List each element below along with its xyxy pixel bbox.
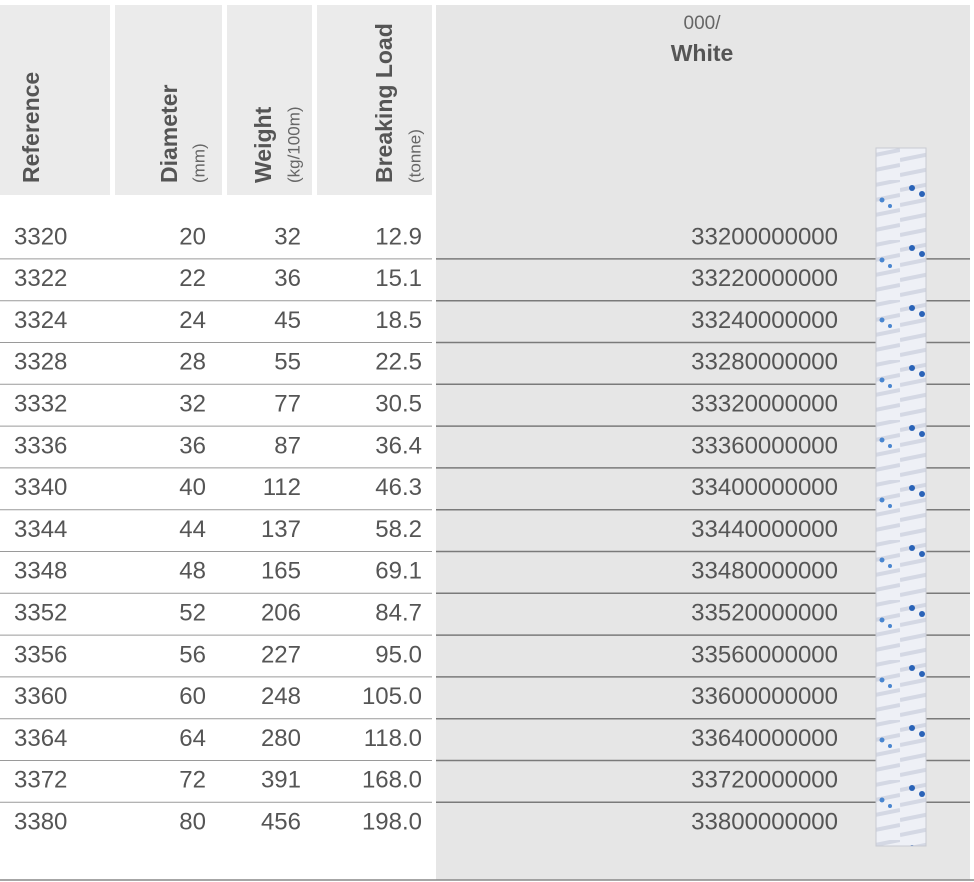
weight-cell: 137 xyxy=(261,516,301,543)
reference-cell: 3352 xyxy=(14,600,67,627)
product-code-cell: 33200000000 xyxy=(691,223,838,250)
column-header: Reference xyxy=(18,72,44,183)
reference-cell: 3328 xyxy=(14,349,67,376)
diameter-cell: 60 xyxy=(179,683,206,710)
breaking-load-cell: 12.9 xyxy=(375,223,422,250)
breaking-load-cell: 95.0 xyxy=(375,641,422,668)
diameter-cell: 40 xyxy=(179,474,206,501)
diameter-cell: 48 xyxy=(179,558,206,585)
weight-cell: 112 xyxy=(263,474,301,501)
diameter-cell: 72 xyxy=(179,767,206,794)
column-header: Weight xyxy=(250,106,276,183)
reference-cell: 3364 xyxy=(14,725,67,752)
product-code-cell: 33240000000 xyxy=(691,307,838,334)
diameter-cell: 52 xyxy=(179,600,206,627)
weight-cell: 248 xyxy=(261,683,301,710)
product-code-cell: 33600000000 xyxy=(691,683,838,710)
weight-cell: 227 xyxy=(261,641,301,668)
weight-cell: 55 xyxy=(274,349,301,376)
diameter-cell: 56 xyxy=(179,641,206,668)
column-header: Breaking Load xyxy=(371,23,397,183)
diameter-cell: 80 xyxy=(179,809,206,836)
column-unit: (tonne) xyxy=(405,129,424,183)
weight-cell: 206 xyxy=(261,600,301,627)
product-code-cell: 33320000000 xyxy=(691,391,838,418)
weight-cell: 87 xyxy=(274,432,301,459)
product-code-cell: 33800000000 xyxy=(691,809,838,836)
breaking-load-cell: 69.1 xyxy=(375,558,422,585)
diameter-cell: 22 xyxy=(179,265,206,292)
breaking-load-cell: 36.4 xyxy=(375,432,422,459)
breaking-load-cell: 22.5 xyxy=(375,349,422,376)
diameter-cell: 36 xyxy=(179,432,206,459)
diameter-cell: 44 xyxy=(179,516,206,543)
header-cell xyxy=(317,5,432,195)
diameter-cell: 24 xyxy=(179,307,206,334)
header-cell xyxy=(0,5,110,195)
color-code: 000/ xyxy=(684,13,722,34)
reference-cell: 3372 xyxy=(14,767,67,794)
diameter-cell: 20 xyxy=(179,223,206,250)
weight-cell: 36 xyxy=(274,265,301,292)
weight-cell: 456 xyxy=(261,809,301,836)
reference-cell: 3344 xyxy=(14,516,67,543)
reference-cell: 3340 xyxy=(14,474,67,501)
product-code-cell: 33520000000 xyxy=(691,600,838,627)
reference-cell: 3348 xyxy=(14,558,67,585)
product-code-cell: 33560000000 xyxy=(691,641,838,668)
breaking-load-cell: 58.2 xyxy=(375,516,422,543)
reference-cell: 3360 xyxy=(14,683,67,710)
breaking-load-cell: 198.0 xyxy=(362,809,422,836)
weight-cell: 391 xyxy=(261,767,301,794)
product-code-cell: 33480000000 xyxy=(691,558,838,585)
product-code-cell: 33640000000 xyxy=(691,725,838,752)
product-code-cell: 33360000000 xyxy=(691,432,838,459)
breaking-load-cell: 118.0 xyxy=(364,725,422,752)
breaking-load-cell: 105.0 xyxy=(362,683,422,710)
column-header: Diameter xyxy=(156,85,182,183)
reference-cell: 3332 xyxy=(14,391,67,418)
breaking-load-cell: 18.5 xyxy=(375,307,422,334)
product-code-cell: 33440000000 xyxy=(691,516,838,543)
breaking-load-cell: 46.3 xyxy=(375,474,422,501)
column-unit: (mm) xyxy=(189,143,208,183)
diameter-cell: 64 xyxy=(179,725,206,752)
reference-cell: 3320 xyxy=(14,223,67,250)
color-name: White xyxy=(671,40,734,66)
column-unit: (kg/100m) xyxy=(284,106,303,183)
weight-cell: 280 xyxy=(261,725,301,752)
header-cell xyxy=(227,5,312,195)
diameter-cell: 32 xyxy=(179,391,206,418)
product-code-cell: 33220000000 xyxy=(691,265,838,292)
product-code-cell: 33400000000 xyxy=(691,474,838,501)
breaking-load-cell: 84.7 xyxy=(375,600,422,627)
reference-cell: 3380 xyxy=(14,809,67,836)
reference-cell: 3356 xyxy=(14,641,67,668)
weight-cell: 165 xyxy=(261,558,301,585)
rope-image xyxy=(875,147,927,847)
reference-cell: 3336 xyxy=(14,432,67,459)
header-cell xyxy=(115,5,222,195)
reference-cell: 3324 xyxy=(14,307,67,334)
breaking-load-cell: 30.5 xyxy=(375,391,422,418)
weight-cell: 77 xyxy=(274,391,301,418)
reference-cell: 3322 xyxy=(14,265,67,292)
product-code-cell: 33280000000 xyxy=(691,349,838,376)
weight-cell: 32 xyxy=(274,223,301,250)
breaking-load-cell: 168.0 xyxy=(362,767,422,794)
weight-cell: 45 xyxy=(274,307,301,334)
product-code-cell: 33720000000 xyxy=(691,767,838,794)
breaking-load-cell: 15.1 xyxy=(375,265,422,292)
diameter-cell: 28 xyxy=(179,349,206,376)
